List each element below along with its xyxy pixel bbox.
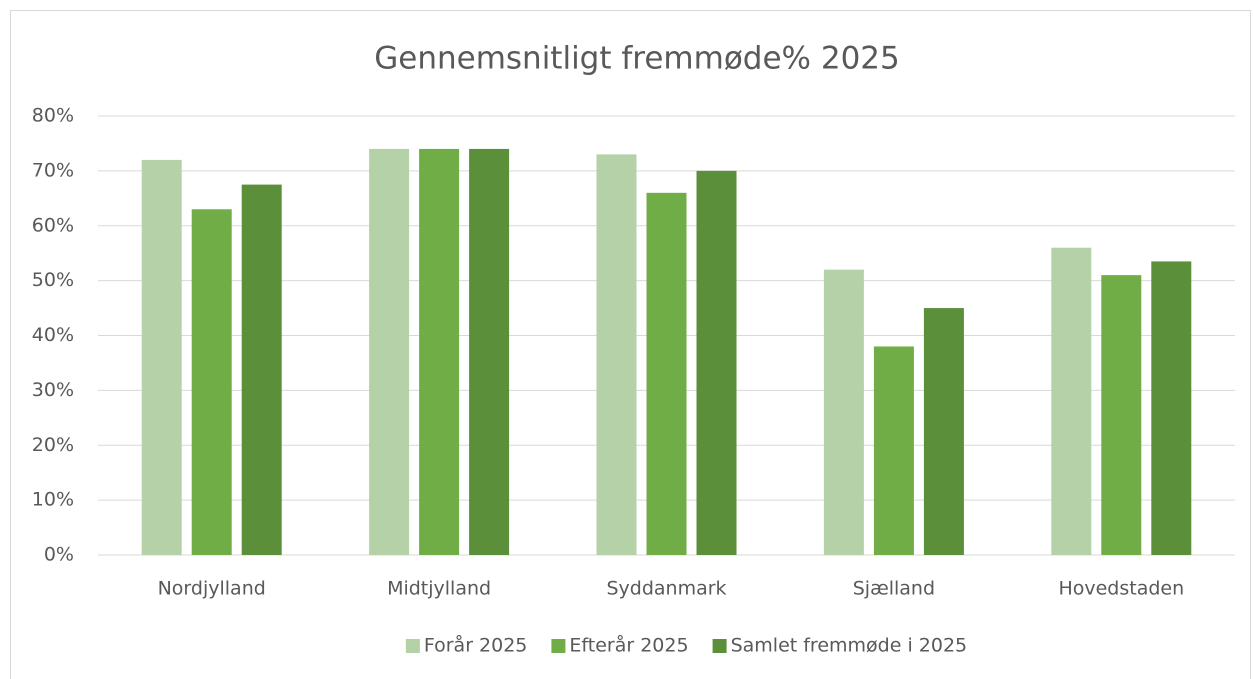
x-tick-label: Syddanmark — [606, 578, 726, 600]
legend-label: Efterår 2025 — [569, 634, 688, 657]
x-tick-label: Hovedstaden — [1058, 578, 1184, 600]
bar — [923, 308, 964, 555]
bar — [1051, 247, 1092, 555]
bar — [1101, 275, 1142, 555]
legend-swatch — [405, 639, 420, 653]
bar — [873, 346, 914, 555]
y-tick-label: 30% — [32, 379, 74, 401]
y-tick-label: 70% — [32, 159, 74, 181]
y-tick-label: 80% — [32, 105, 74, 127]
y-tick-label: 40% — [32, 324, 74, 346]
bar — [1151, 261, 1192, 555]
legend-swatch — [551, 639, 566, 653]
x-tick-label: Sjælland — [853, 578, 935, 600]
bar — [823, 269, 864, 555]
x-tick-label: Midtjylland — [387, 578, 491, 600]
bar — [419, 148, 460, 556]
y-tick-label: 60% — [32, 214, 74, 236]
y-tick-label: 50% — [32, 269, 74, 291]
bar — [596, 154, 637, 555]
x-tick-label: Nordjylland — [158, 578, 266, 600]
y-tick-label: 20% — [32, 434, 74, 456]
legend-swatch — [712, 639, 727, 653]
bar — [646, 192, 687, 555]
bar — [469, 148, 510, 556]
bar — [191, 209, 232, 555]
legend-label: Samlet fremmøde i 2025 — [731, 635, 968, 657]
bar — [369, 148, 410, 556]
bar — [141, 159, 182, 555]
bar — [241, 184, 282, 555]
bar — [696, 170, 737, 555]
y-tick-label: 10% — [32, 489, 74, 511]
chart-title: Gennemsnitligt fremmøde% 2025 — [374, 41, 900, 77]
legend-label: Forår 2025 — [424, 634, 528, 657]
y-tick-label: 0% — [44, 544, 74, 566]
